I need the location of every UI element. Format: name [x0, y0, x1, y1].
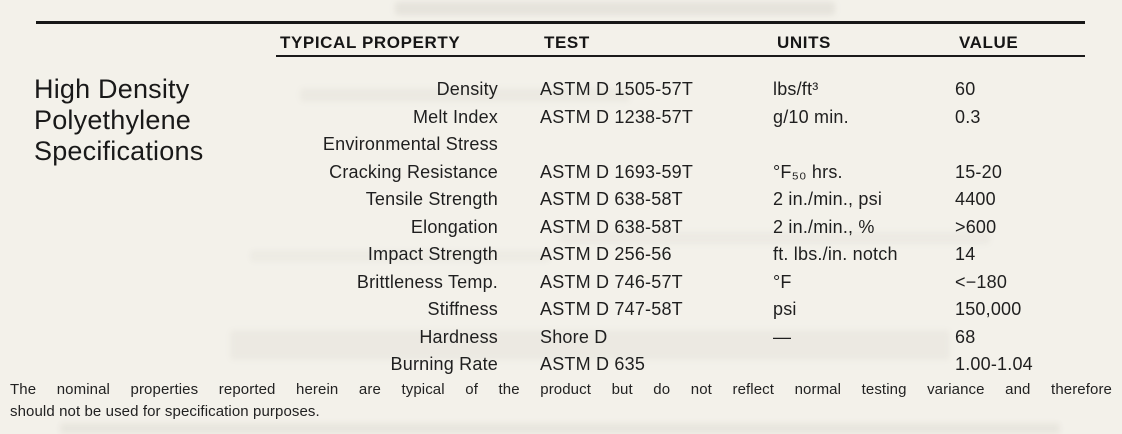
- spec-table-body: Density ASTM D 1505-57T lbs/ft³ 60 Melt …: [276, 76, 1085, 379]
- disclaimer-footnote: The nominal properties reported herein a…: [10, 379, 1112, 422]
- units-cell: psi: [773, 299, 797, 319]
- property-cell: Burning Rate: [390, 354, 498, 374]
- test-cell: ASTM D 1693-59T: [540, 161, 694, 182]
- property-cell: Tensile Strength: [365, 189, 498, 209]
- column-header-typical-property: TYPICAL PROPERTY: [280, 33, 461, 52]
- property-cell: Impact Strength: [367, 244, 498, 264]
- property-cell: Environmental Stress Cracking Resistance: [276, 131, 540, 186]
- test-cell: ASTM D 638-58T: [540, 216, 683, 237]
- value-cell: 4400: [955, 189, 996, 209]
- value-cell: 0.3: [955, 106, 981, 127]
- value-cell: 150,000: [955, 299, 1022, 319]
- table-row: Impact Strength ASTM D 256-56 ft. lbs./i…: [276, 241, 1085, 269]
- property-cell: Density: [436, 79, 498, 99]
- units-cell: lbs/ft³: [773, 79, 819, 99]
- footnote-line: The nominal properties reported herein a…: [10, 381, 1112, 398]
- test-cell: ASTM D 1505-57T: [540, 79, 694, 99]
- table-header-row: TYPICAL PROPERTY TEST UNITS VALUE: [276, 33, 1085, 57]
- test-cell: ASTM D 1238-57T: [540, 106, 694, 127]
- property-cell: Stiffness: [427, 299, 498, 319]
- column-header-test: TEST: [544, 33, 590, 52]
- test-cell: Shore D: [540, 326, 608, 347]
- value-cell: 68: [955, 326, 976, 347]
- page-title: High Density Polyethylene Specifications: [34, 74, 203, 167]
- property-line: Cracking Resistance: [329, 161, 498, 182]
- footnote-line: should not be used for specification pur…: [10, 402, 320, 420]
- test-cell: ASTM D 747-58T: [540, 299, 683, 319]
- test-cell: ASTM D 256-56: [540, 244, 672, 264]
- bleed-through-artifact: [395, 2, 835, 15]
- table-row: Burning Rate ASTM D 635 1.00-1.04: [276, 351, 1085, 379]
- table-row: Environmental Stress Cracking Resistance…: [276, 131, 1085, 186]
- table-row: Brittleness Temp. ASTM D 746-57T °F <−18…: [276, 269, 1085, 297]
- property-cell: Melt Index: [412, 106, 498, 127]
- value-cell: >600: [955, 216, 997, 237]
- page-title-line: Polyethylene: [34, 105, 192, 135]
- test-cell: ASTM D 746-57T: [540, 271, 683, 292]
- property-cell: Elongation: [410, 216, 498, 237]
- table-row: Elongation ASTM D 638-58T 2 in./min., % …: [276, 214, 1085, 242]
- property-cell: Hardness: [419, 326, 498, 347]
- value-cell: 15-20: [955, 161, 1003, 182]
- units-cell: °F₅₀ hrs.: [773, 161, 843, 182]
- table-row: Melt Index ASTM D 1238-57T g/10 min. 0.3: [276, 104, 1085, 132]
- property-cell: Brittleness Temp.: [356, 271, 498, 292]
- table-row: Hardness Shore D — 68: [276, 324, 1085, 352]
- value-cell: <−180: [955, 271, 1008, 292]
- bleed-through-artifact: [60, 423, 1060, 434]
- value-cell: 14: [955, 244, 976, 264]
- column-header-value: VALUE: [959, 33, 1019, 52]
- page-title-line: Specifications: [34, 136, 204, 166]
- value-cell: 1.00-1.04: [955, 354, 1033, 374]
- property-line: Environmental Stress: [322, 134, 498, 154]
- table-row: Stiffness ASTM D 747-58T psi 150,000: [276, 296, 1085, 324]
- units-cell: [773, 351, 955, 379]
- units-cell: ft. lbs./in. notch: [773, 244, 898, 264]
- test-cell: ASTM D 638-58T: [540, 189, 683, 209]
- units-cell: 2 in./min., psi: [773, 189, 883, 209]
- units-cell: —: [773, 326, 792, 347]
- top-horizontal-rule: [36, 21, 1085, 24]
- table-row: Density ASTM D 1505-57T lbs/ft³ 60: [276, 76, 1085, 104]
- page-title-line: High Density: [34, 74, 190, 104]
- units-cell: g/10 min.: [773, 106, 849, 127]
- units-cell: °F: [773, 271, 792, 292]
- test-cell: ASTM D 635: [540, 354, 646, 374]
- units-cell: 2 in./min., %: [773, 216, 875, 237]
- value-cell: 60: [955, 79, 976, 99]
- column-header-units: UNITS: [777, 33, 831, 52]
- table-row: Tensile Strength ASTM D 638-58T 2 in./mi…: [276, 186, 1085, 214]
